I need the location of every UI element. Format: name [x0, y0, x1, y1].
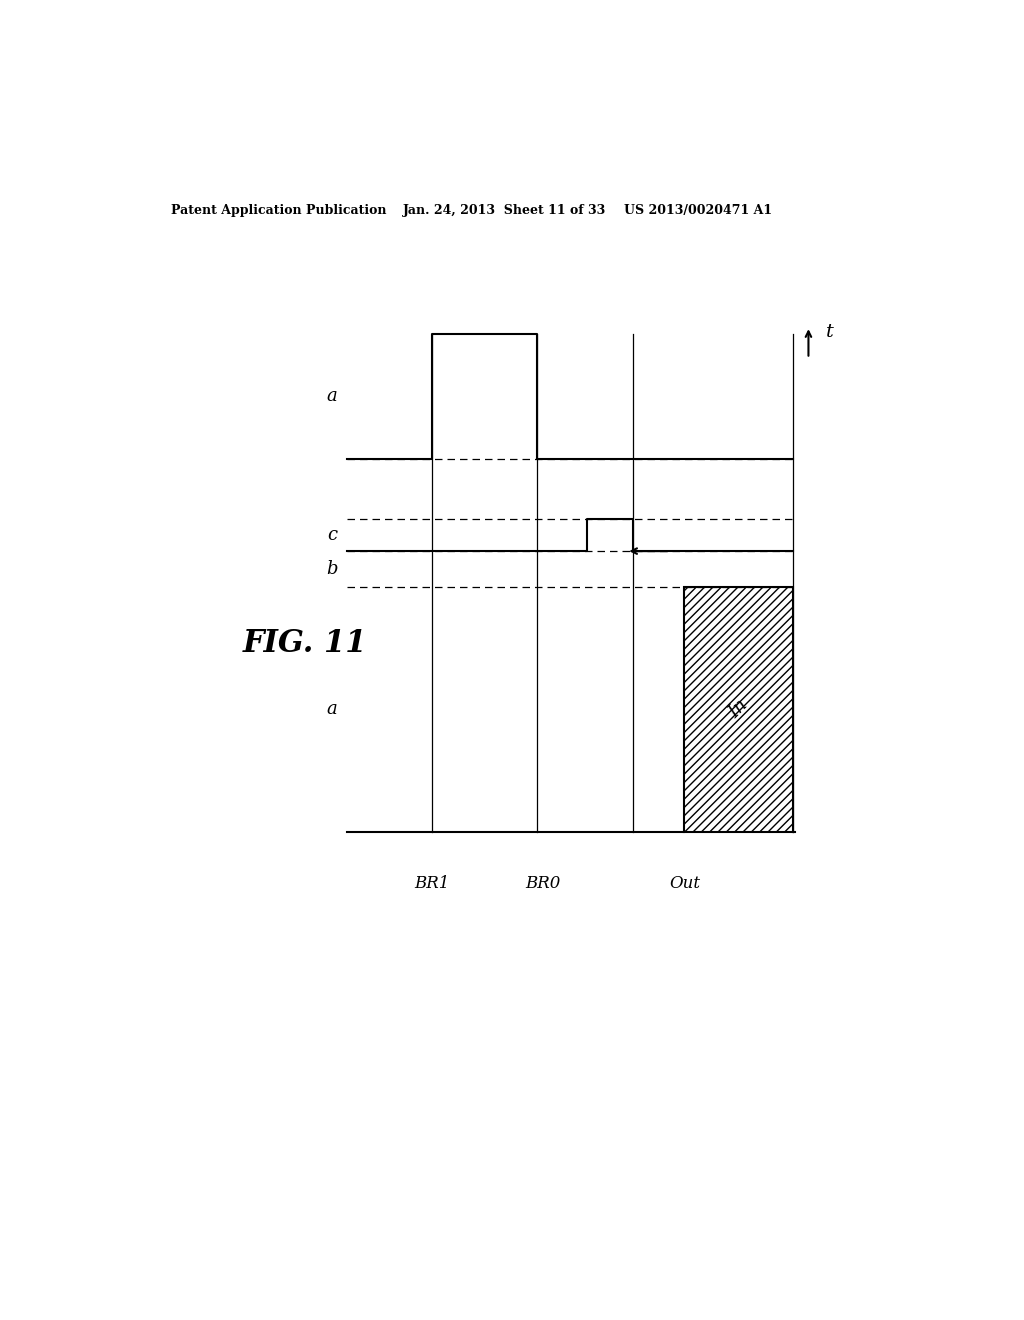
Text: US 2013/0020471 A1: US 2013/0020471 A1: [624, 205, 772, 218]
Text: Patent Application Publication: Patent Application Publication: [171, 205, 386, 218]
Text: c: c: [327, 525, 337, 544]
Text: Jan. 24, 2013  Sheet 11 of 33: Jan. 24, 2013 Sheet 11 of 33: [403, 205, 606, 218]
Text: t: t: [825, 322, 834, 341]
Text: FIG. 11: FIG. 11: [243, 628, 368, 659]
Text: BR0: BR0: [525, 875, 561, 891]
Text: a: a: [327, 701, 337, 718]
Bar: [684, 586, 793, 832]
Text: In: In: [726, 697, 752, 722]
Text: Out: Out: [669, 875, 700, 891]
Text: BR1: BR1: [414, 875, 450, 891]
Text: a: a: [327, 387, 337, 405]
Text: b: b: [326, 560, 337, 578]
